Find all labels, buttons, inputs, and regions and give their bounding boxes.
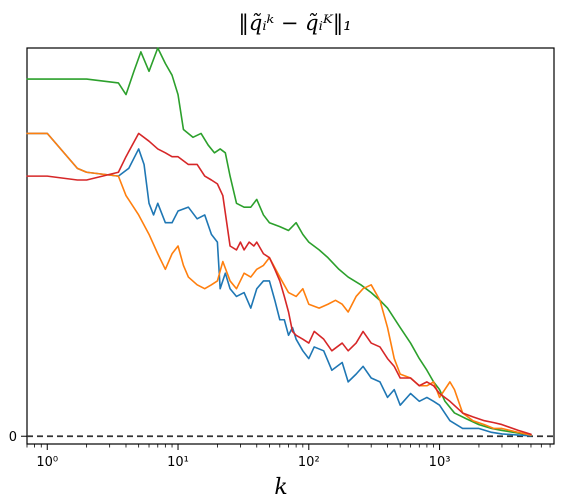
x-axis-label: k bbox=[274, 475, 287, 500]
x-tick-label: 10¹ bbox=[167, 455, 189, 470]
series-line-1 bbox=[26, 47, 532, 436]
x-tick-label: 10³ bbox=[429, 455, 451, 470]
series-line-2 bbox=[26, 132, 532, 437]
x-tick-label: 10⁰ bbox=[36, 455, 58, 470]
y-tick-label: 0 bbox=[9, 430, 17, 445]
series-line-4 bbox=[26, 132, 532, 436]
x-tick-label: 10² bbox=[298, 455, 320, 470]
plot-marks: 10⁰ 10¹ 10² 10³ 0 bbox=[9, 47, 554, 470]
chart-title: ‖q̃ᵢᵏ − q̃ᵢᴷ‖₁ bbox=[238, 11, 351, 36]
plot-area bbox=[26, 47, 555, 445]
